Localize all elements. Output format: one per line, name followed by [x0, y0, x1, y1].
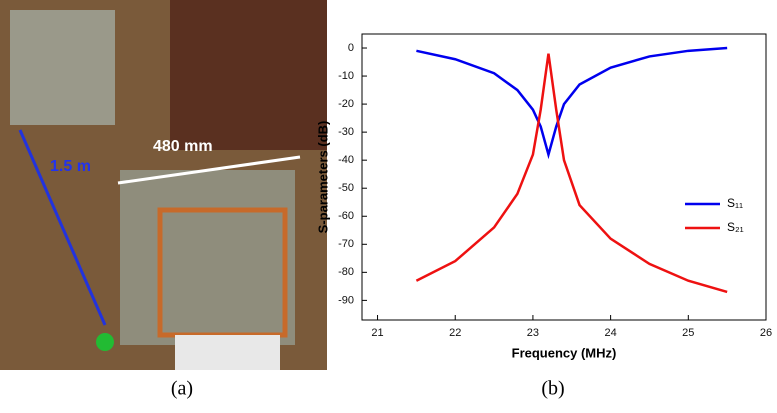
marker: [96, 333, 114, 351]
cabinet: [170, 0, 327, 150]
width-arrow: [117, 155, 301, 185]
stand: [175, 335, 280, 370]
box-front: [120, 170, 295, 345]
width-label: 480 mm: [153, 138, 213, 155]
y-tick-label: 0: [348, 42, 354, 54]
caption: (b): [541, 378, 564, 400]
series-line: [415, 53, 728, 294]
y-axis-label: S-parameters (dB): [315, 121, 330, 234]
y-tick-label: -80: [338, 266, 354, 278]
y-tick-label: -20: [338, 98, 354, 110]
distance-label: 1.5 m: [50, 158, 91, 175]
x-tick-label: 24: [604, 327, 616, 339]
plot-frame: [361, 33, 767, 321]
caption: (a): [171, 378, 193, 400]
photo: 1.5 m 480 mm: [0, 0, 327, 370]
x-tick-label: 22: [449, 327, 461, 339]
chart: 21 22 23 24 25 26 0 -10 -20 -30 -40 -50 -60 -70 -80 -90…: [315, 33, 772, 360]
y-tick-label: -10: [338, 70, 354, 82]
y-tick-label: -90: [338, 294, 354, 306]
x-tick-label: 25: [682, 327, 694, 339]
legend-label: S₁₁: [727, 196, 743, 210]
y-tick-label: -30: [338, 126, 354, 138]
box-back: [10, 10, 115, 125]
legend-label: S₂₁: [727, 220, 744, 234]
y-tick-label: -70: [338, 238, 354, 250]
distance-arrow: [18, 129, 107, 326]
x-tick-label: 23: [527, 327, 539, 339]
y-tick-label: -60: [338, 210, 354, 222]
y-tick-label: -50: [338, 182, 354, 194]
x-tick-label: 21: [371, 327, 383, 339]
x-axis-label: Frequency (MHz): [512, 345, 617, 360]
series-line: [416, 46, 728, 160]
x-tick-label: 26: [760, 327, 772, 339]
y-tick-label: -40: [338, 154, 354, 166]
